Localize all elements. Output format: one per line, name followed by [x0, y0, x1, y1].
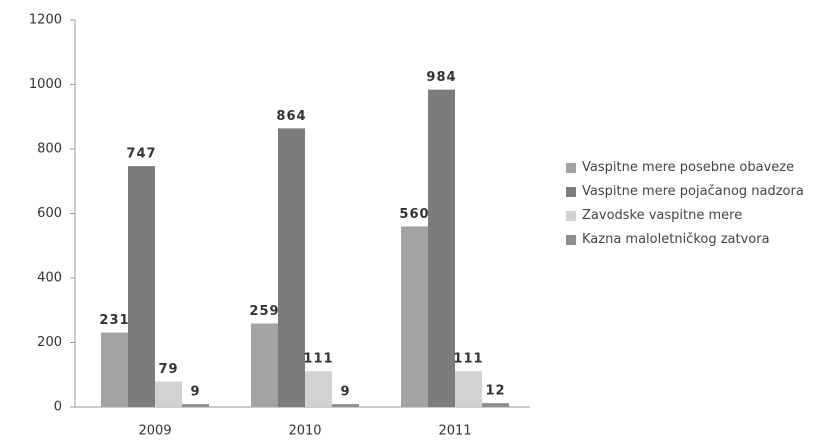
bar	[401, 226, 428, 407]
bar	[428, 89, 455, 407]
x-tick-label: 2010	[288, 424, 321, 439]
legend-label: Zavodske vaspitne mere	[582, 208, 743, 223]
bar	[278, 128, 305, 408]
data-label: 747	[126, 147, 156, 162]
legend-label: Kazna maloletničkog zatvora	[582, 232, 770, 247]
bar	[305, 371, 332, 407]
bar	[155, 381, 182, 407]
legend: Vaspitne mere posebne obaveze Vaspitne me…	[566, 160, 831, 256]
legend-swatch	[566, 235, 576, 245]
legend-item: Zavodske vaspitne mere	[566, 208, 831, 224]
legend-swatch	[566, 211, 576, 221]
y-tick-label: 200	[37, 335, 62, 350]
y-tick-label: 800	[37, 142, 62, 157]
bar	[182, 404, 209, 407]
legend-item: Vaspitne mere posebne obaveze	[566, 160, 831, 176]
data-label: 864	[276, 109, 306, 124]
data-label: 231	[99, 313, 129, 328]
data-label: 259	[249, 304, 279, 319]
data-label: 111	[303, 352, 333, 367]
legend-item: Vaspitne mere pojačanog nadzora	[566, 184, 831, 200]
y-tick-label: 1200	[29, 13, 62, 28]
y-tick-label: 1000	[29, 77, 62, 92]
data-label: 560	[399, 207, 429, 222]
x-tick-label: 2011	[438, 424, 471, 439]
data-label: 111	[453, 352, 483, 367]
data-label: 9	[340, 385, 350, 400]
data-label: 79	[158, 362, 178, 377]
legend-item: Kazna maloletničkog zatvora	[566, 232, 831, 248]
legend-label: Vaspitne mere posebne obaveze	[582, 160, 795, 175]
bar	[332, 404, 359, 407]
legend-label: Vaspitne mere pojačanog nadzora	[582, 184, 804, 199]
x-tick-label: 2009	[138, 424, 171, 439]
y-tick-label: 400	[37, 271, 62, 286]
bar	[101, 332, 128, 407]
legend-swatch	[566, 187, 576, 197]
legend-swatch	[566, 163, 576, 173]
data-label: 12	[485, 384, 505, 399]
bar	[128, 166, 155, 407]
data-label: 9	[190, 385, 200, 400]
data-label: 984	[426, 70, 456, 85]
bar	[251, 323, 278, 407]
bar	[455, 371, 482, 407]
y-tick-label: 0	[54, 400, 62, 415]
y-tick-label: 600	[37, 206, 62, 221]
bar	[482, 403, 509, 407]
